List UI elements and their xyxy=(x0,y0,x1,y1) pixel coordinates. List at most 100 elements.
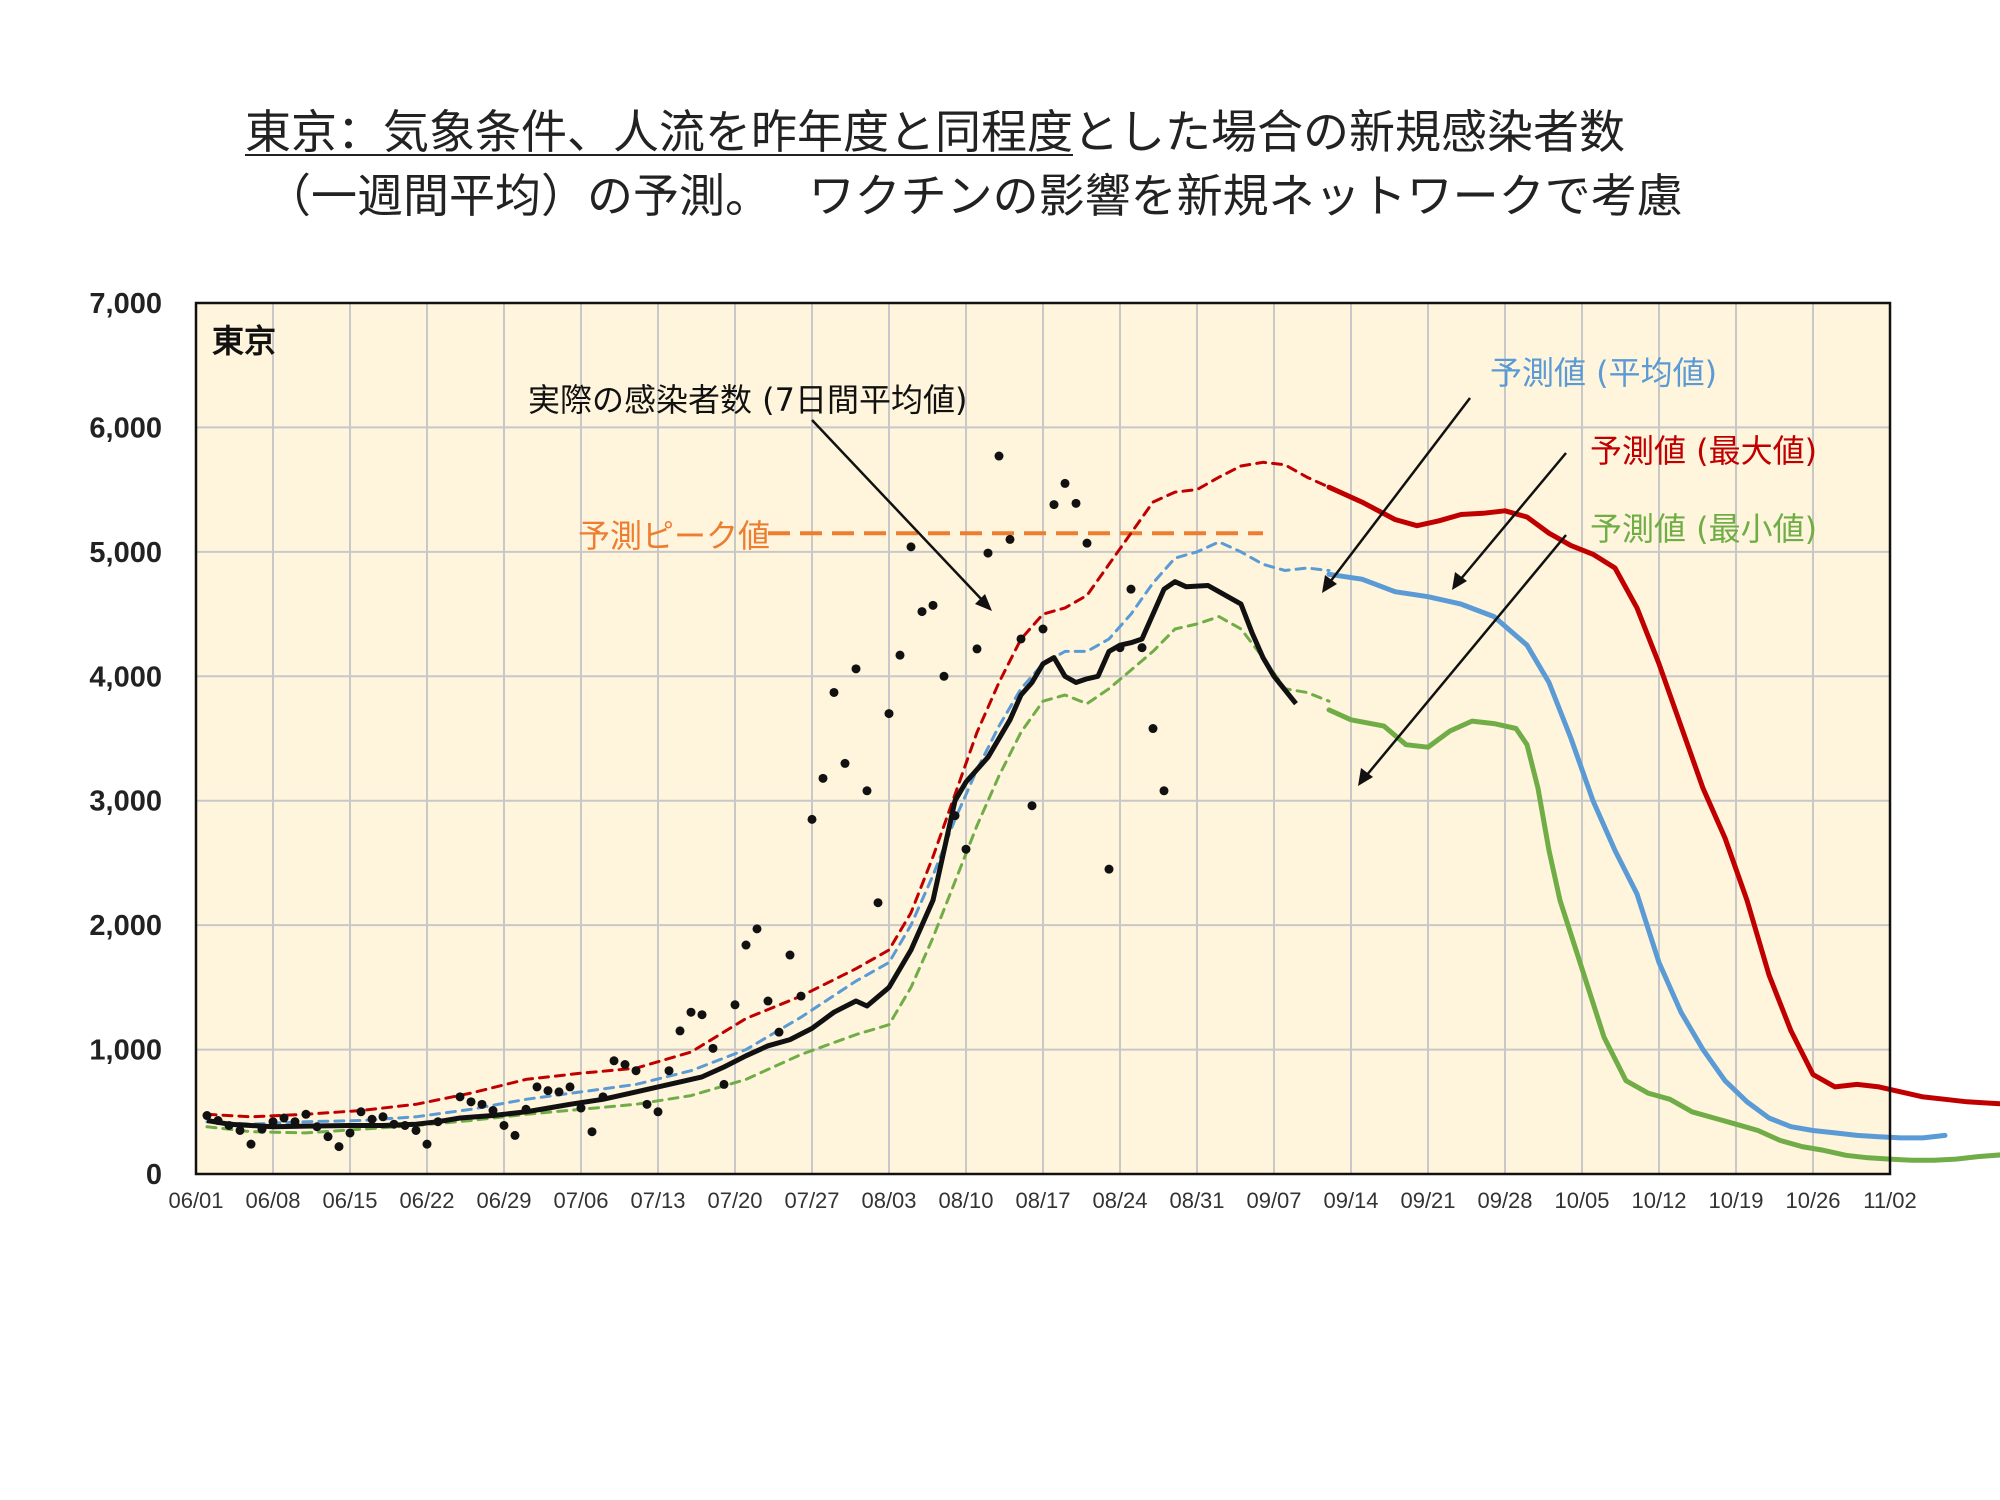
daily-point xyxy=(1016,634,1026,644)
daily-point xyxy=(829,687,839,697)
daily-point xyxy=(686,1007,696,1017)
y-tick-label: 0 xyxy=(146,1159,162,1191)
x-tick-label: 06/01 xyxy=(168,1188,223,1213)
panel-label: 東京 xyxy=(212,322,276,360)
x-tick-label: 08/31 xyxy=(1169,1188,1224,1213)
daily-point xyxy=(642,1099,652,1109)
x-tick-label: 07/20 xyxy=(707,1188,762,1213)
x-tick-label: 06/29 xyxy=(476,1188,531,1213)
y-tick-label: 1,000 xyxy=(89,1035,162,1067)
daily-point xyxy=(1126,584,1136,594)
chart-title-line2: （一週間平均）の予測。 ワクチンの影響を新規ネットワークで考慮 xyxy=(265,169,1683,223)
daily-point xyxy=(1148,724,1158,734)
daily-point xyxy=(983,548,993,558)
daily-point xyxy=(609,1056,619,1066)
daily-point xyxy=(741,940,751,950)
daily-point xyxy=(554,1087,564,1097)
series-actual-avg xyxy=(206,579,1298,1130)
daily-point xyxy=(719,1079,729,1089)
daily-point xyxy=(367,1114,377,1124)
series-max-solid xyxy=(1326,484,2000,1107)
daily-point xyxy=(873,898,883,908)
arrow-avg xyxy=(1322,397,1471,593)
daily-point xyxy=(246,1139,256,1149)
x-tick-label: 06/15 xyxy=(322,1188,377,1213)
x-tick-label: 09/14 xyxy=(1323,1188,1378,1213)
daily-point xyxy=(1027,801,1037,811)
daily-point xyxy=(961,844,971,854)
daily-point xyxy=(1060,478,1070,488)
daily-point xyxy=(774,1027,784,1037)
y-tick-label: 4,000 xyxy=(89,661,162,693)
series-min-solid xyxy=(1326,707,2000,1163)
plot-border xyxy=(194,301,1892,1176)
daily-point xyxy=(1005,534,1015,544)
x-axis-ticks: 06/01 06/08 06/15 06/22 06/29 07/06 07/13 07/20… xyxy=(168,1188,1916,1213)
y-tick-label: 3,000 xyxy=(89,786,162,818)
daily-point xyxy=(862,786,872,796)
daily-point xyxy=(235,1125,245,1135)
annotation-max: 予測値 (最大値) xyxy=(1590,432,1817,470)
y-tick-label: 2,000 xyxy=(89,910,162,942)
daily-point xyxy=(1071,498,1081,508)
daily-point xyxy=(510,1130,520,1140)
daily-point xyxy=(345,1128,355,1138)
y-axis-ticks: 0 1,000 2,000 3,000 4,000 5,000 6,000 7,000 xyxy=(89,288,162,1191)
x-tick-label: 10/05 xyxy=(1554,1188,1609,1213)
x-tick-label: 09/21 xyxy=(1400,1188,1455,1213)
arrow-max xyxy=(1452,452,1567,590)
chart-title-underlined: 東京：気象条件、人流を昨年度と同程度 xyxy=(245,105,1073,159)
x-tick-label: 08/03 xyxy=(861,1188,916,1213)
series-max-dashed xyxy=(205,460,1331,1119)
x-tick-label: 09/07 xyxy=(1246,1188,1301,1213)
daily-point xyxy=(939,671,949,681)
daily-point xyxy=(1038,624,1048,634)
daily-point xyxy=(587,1127,597,1137)
daily-point xyxy=(1104,864,1114,874)
daily-point xyxy=(807,814,817,824)
daily-point xyxy=(840,758,850,768)
daily-point xyxy=(653,1107,663,1117)
daily-point xyxy=(972,644,982,654)
x-tick-label: 11/02 xyxy=(1863,1188,1916,1213)
daily-point xyxy=(268,1117,278,1127)
y-tick-label: 7,000 xyxy=(89,288,162,320)
daily-point xyxy=(708,1043,718,1053)
daily-point xyxy=(543,1086,553,1096)
annotation-actual: 実際の感染者数 (7日間平均値) xyxy=(528,381,968,419)
series-avg-solid xyxy=(1326,571,1948,1141)
x-tick-label: 09/28 xyxy=(1477,1188,1532,1213)
daily-point xyxy=(928,600,938,610)
daily-point xyxy=(1082,538,1092,548)
daily-point xyxy=(1049,500,1059,510)
daily-point xyxy=(895,650,905,660)
daily-point xyxy=(499,1120,509,1130)
daily-point xyxy=(730,1000,740,1010)
x-tick-label: 10/26 xyxy=(1785,1188,1840,1213)
daily-point xyxy=(279,1113,289,1123)
daily-point xyxy=(1159,786,1169,796)
daily-point xyxy=(422,1139,432,1149)
series-avg-dashed xyxy=(205,540,1331,1126)
daily-point xyxy=(906,542,916,552)
x-tick-label: 08/24 xyxy=(1092,1188,1147,1213)
daily-point xyxy=(675,1026,685,1036)
daily-point xyxy=(818,773,828,783)
x-tick-label: 10/19 xyxy=(1708,1188,1763,1213)
daily-point xyxy=(851,664,861,674)
daily-point xyxy=(532,1082,542,1092)
y-tick-label: 6,000 xyxy=(89,412,162,444)
arrow-actual xyxy=(811,419,992,611)
chart-title-line1: 東京：気象条件、人流を昨年度と同程度とした場合の新規感染者数 xyxy=(245,96,1625,162)
annotation-min: 予測値 (最小値) xyxy=(1590,510,1817,548)
daily-point xyxy=(697,1010,707,1020)
daily-point xyxy=(664,1066,674,1076)
daily-point xyxy=(1137,643,1147,653)
arrow-min xyxy=(1358,534,1567,786)
daily-point xyxy=(884,709,894,719)
daily-point xyxy=(334,1142,344,1152)
daily-point xyxy=(785,950,795,960)
x-tick-label: 06/22 xyxy=(399,1188,454,1213)
daily-point xyxy=(576,1103,586,1113)
